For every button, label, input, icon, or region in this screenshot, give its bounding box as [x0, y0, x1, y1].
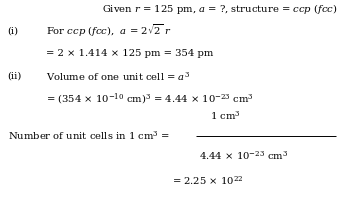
Text: (ii): (ii) [8, 72, 22, 81]
Text: = (354 × 10$^{-10}$ cm)$^3$ = 4.44 × 10$^{-23}$ cm$^3$: = (354 × 10$^{-10}$ cm)$^3$ = 4.44 × 10$… [46, 91, 254, 107]
Text: 1 cm$^3$: 1 cm$^3$ [210, 109, 240, 122]
Text: For $ccp$ ($fcc$),  $a$ = 2$\sqrt{2}$ $r$: For $ccp$ ($fcc$), $a$ = 2$\sqrt{2}$ $r$ [46, 22, 172, 39]
Text: Number of unit cells in 1 cm$^3$ =: Number of unit cells in 1 cm$^3$ = [8, 129, 169, 142]
Text: = 2 × 1.414 × 125 pm = 354 pm: = 2 × 1.414 × 125 pm = 354 pm [46, 49, 213, 58]
Text: = 2.25 × 10$^{22}$: = 2.25 × 10$^{22}$ [172, 175, 243, 188]
Text: 4.44 × 10$^{-23}$ cm$^3$: 4.44 × 10$^{-23}$ cm$^3$ [199, 149, 288, 162]
Text: Given $r$ = 125 pm, $a$ = ?, structure = $ccp$ ($fcc$): Given $r$ = 125 pm, $a$ = ?, structure =… [102, 2, 338, 16]
Text: (i): (i) [8, 26, 19, 35]
Text: Volume of one unit cell = $a^3$: Volume of one unit cell = $a^3$ [46, 70, 190, 83]
